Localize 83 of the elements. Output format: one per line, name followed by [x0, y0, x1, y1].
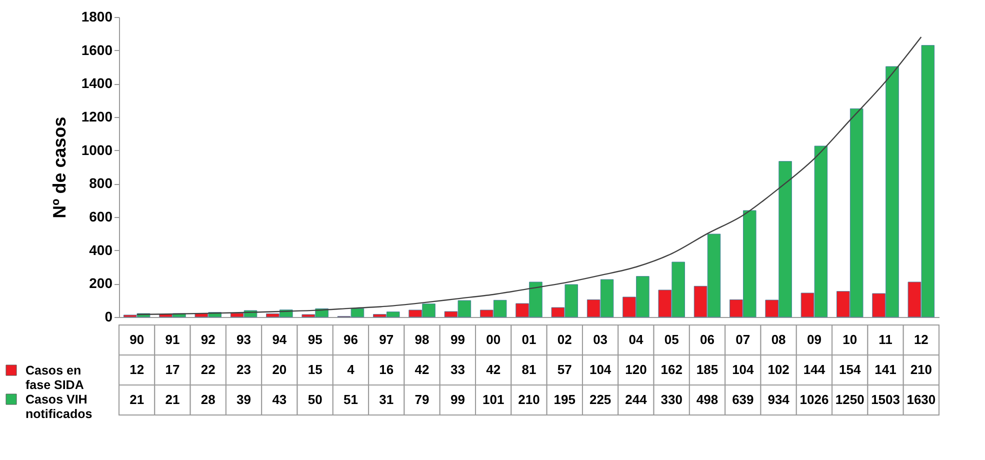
data-label: 12 [130, 362, 144, 377]
x-tick-label: 97 [379, 332, 394, 347]
x-tick-label: 04 [628, 332, 644, 347]
x-tick-label: 02 [557, 332, 572, 347]
y-tick-label: 200 [89, 275, 113, 292]
x-tick-label: 12 [914, 332, 928, 347]
y-tick-label: 400 [89, 242, 113, 258]
y-tick-label: 1800 [81, 8, 113, 24]
data-label: 15 [308, 362, 322, 377]
data-label: 21 [165, 392, 180, 407]
data-label: 39 [236, 392, 252, 407]
data-label: 51 [344, 392, 358, 407]
data-label: 225 [589, 392, 612, 407]
x-tick-label: 91 [165, 332, 180, 347]
data-label: 120 [625, 362, 647, 377]
x-tick-label: 03 [593, 332, 608, 347]
data-label: 99 [450, 392, 465, 407]
data-label: 104 [732, 362, 755, 377]
x-tick-label: 99 [450, 332, 465, 347]
data-label: 1026 [800, 392, 829, 407]
y-tick-label: 1600 [81, 42, 113, 58]
x-tick-label: 10 [842, 332, 858, 347]
data-label: 330 [660, 392, 682, 407]
data-label: 244 [625, 392, 648, 407]
x-tick-label: 96 [344, 332, 358, 347]
legend-label: Casos VIH notificados [26, 392, 92, 421]
data-label: 16 [379, 362, 394, 377]
data-label: 498 [696, 392, 718, 407]
y-tick-label: 800 [89, 175, 113, 192]
data-label: 185 [696, 362, 718, 377]
data-label: 81 [522, 362, 536, 377]
data-label: 162 [660, 362, 682, 377]
line-series [136, 36, 922, 316]
data-label: 639 [732, 392, 754, 407]
x-tick-label: 11 [878, 332, 892, 347]
data-label: 31 [379, 392, 394, 407]
data-label: 102 [768, 362, 790, 377]
x-tick-label: 98 [414, 332, 430, 347]
data-label: 20 [272, 362, 287, 377]
y-tick-label: 1400 [81, 75, 113, 92]
data-label: 57 [557, 362, 572, 377]
data-label: 22 [200, 362, 216, 377]
legend-label: Casos en fase SIDA [26, 363, 84, 392]
x-tick-label: 92 [200, 332, 216, 347]
data-label: 1503 [871, 392, 900, 407]
data-label: 934 [768, 392, 790, 407]
y-tick-label: 0 [104, 308, 113, 324]
y-axis-title: Nº de casos [49, 116, 70, 218]
y-tick-label: 1200 [81, 108, 113, 124]
data-label: 210 [910, 362, 932, 377]
x-tick-label: 05 [664, 332, 679, 347]
data-label: 23 [236, 362, 252, 377]
data-label: 101 [482, 392, 504, 407]
data-label: 28 [200, 392, 216, 407]
data-label: 104 [589, 362, 612, 377]
data-label: 50 [308, 392, 322, 407]
x-tick-label: 94 [272, 332, 288, 347]
x-tick-label: 06 [700, 332, 714, 347]
data-label: 144 [803, 362, 826, 377]
x-tick-label: 07 [736, 332, 750, 347]
y-tick-label: 600 [89, 208, 113, 224]
data-label: 21 [130, 392, 144, 407]
data-label: 154 [839, 362, 862, 377]
x-tick-label: 01 [522, 332, 536, 347]
data-label: 33 [450, 362, 465, 377]
data-label: 4 [347, 362, 356, 377]
data-label: 195 [554, 392, 576, 407]
data-label: 1250 [835, 392, 864, 407]
x-tick-label: 95 [308, 332, 322, 347]
y-tick-label: 1000 [81, 142, 113, 158]
data-label: 17 [165, 362, 180, 377]
data-label: 79 [414, 392, 430, 407]
x-tick-label: 93 [236, 332, 252, 347]
x-tick-label: 90 [130, 332, 144, 347]
data-label: 42 [414, 362, 430, 377]
data-label: 141 [874, 362, 896, 377]
data-label: 43 [272, 392, 287, 407]
data-label: 42 [486, 362, 501, 377]
data-label: 210 [518, 392, 540, 407]
data-label: 1630 [906, 392, 936, 407]
x-tick-label: 08 [771, 332, 786, 347]
x-tick-label: 09 [806, 332, 822, 347]
x-tick-label: 00 [486, 332, 501, 347]
